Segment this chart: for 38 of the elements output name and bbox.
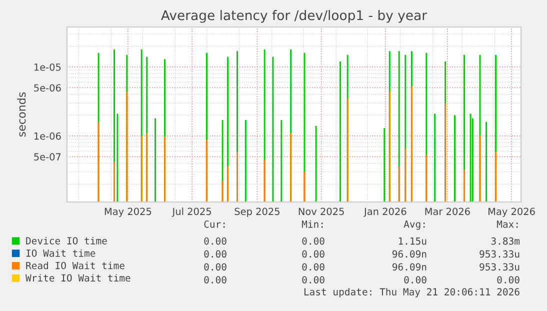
text: Cur:: [204, 220, 225, 228]
text: 0.00: [302, 263, 324, 271]
text: 0.00: [497, 276, 520, 284]
text: 0.00: [204, 237, 226, 245]
text: 0.00: [302, 237, 324, 245]
text: 3.83m: [491, 237, 520, 245]
text: 96.09n: [392, 263, 426, 271]
y-tick-label: 5e-06: [34, 84, 61, 92]
text: Last update: Thu May 21 20:06:11 2026: [304, 288, 520, 298]
text: 953.33u: [480, 263, 520, 271]
text: Max:: [496, 220, 518, 228]
text: Min:: [302, 220, 323, 228]
text: 0.00: [302, 276, 324, 284]
text: 96.09n: [392, 250, 426, 258]
y-tick-label: 1e-05: [34, 63, 61, 71]
text: 0.00: [204, 276, 226, 284]
x-tick-label: Sep 2025: [234, 208, 280, 217]
x-tick-label: Nov 2025: [298, 208, 344, 216]
y-tick-label: 1e-06: [34, 132, 61, 140]
legend-label: Write IO Wait time: [26, 274, 130, 282]
text: 953.33u: [480, 250, 520, 258]
legend-label: Device IO time: [26, 236, 107, 244]
legend-label: Read IO Wait time: [26, 262, 124, 270]
x-tick-label: May 2026: [488, 208, 535, 217]
text: 0.00: [204, 250, 226, 258]
text: 1.15u: [398, 238, 426, 245]
text: 0.00: [204, 263, 226, 271]
x-tick-label: Mar 2026: [425, 208, 470, 216]
legend-label: IO Wait time: [26, 249, 96, 257]
y-axis-title: seconds: [17, 92, 26, 137]
x-tick-label: May 2025: [104, 208, 152, 217]
text: Avg:: [404, 220, 425, 230]
x-tick-label: Jan 2026: [364, 208, 406, 217]
text: 0.00: [302, 250, 324, 258]
text: 0.00: [404, 276, 426, 284]
y-tick-label: 5e-07: [34, 153, 61, 160]
x-tick-label: Jul 2025: [172, 208, 211, 217]
chart-title: Average latency for /dev/loop1 - by year: [161, 10, 428, 23]
